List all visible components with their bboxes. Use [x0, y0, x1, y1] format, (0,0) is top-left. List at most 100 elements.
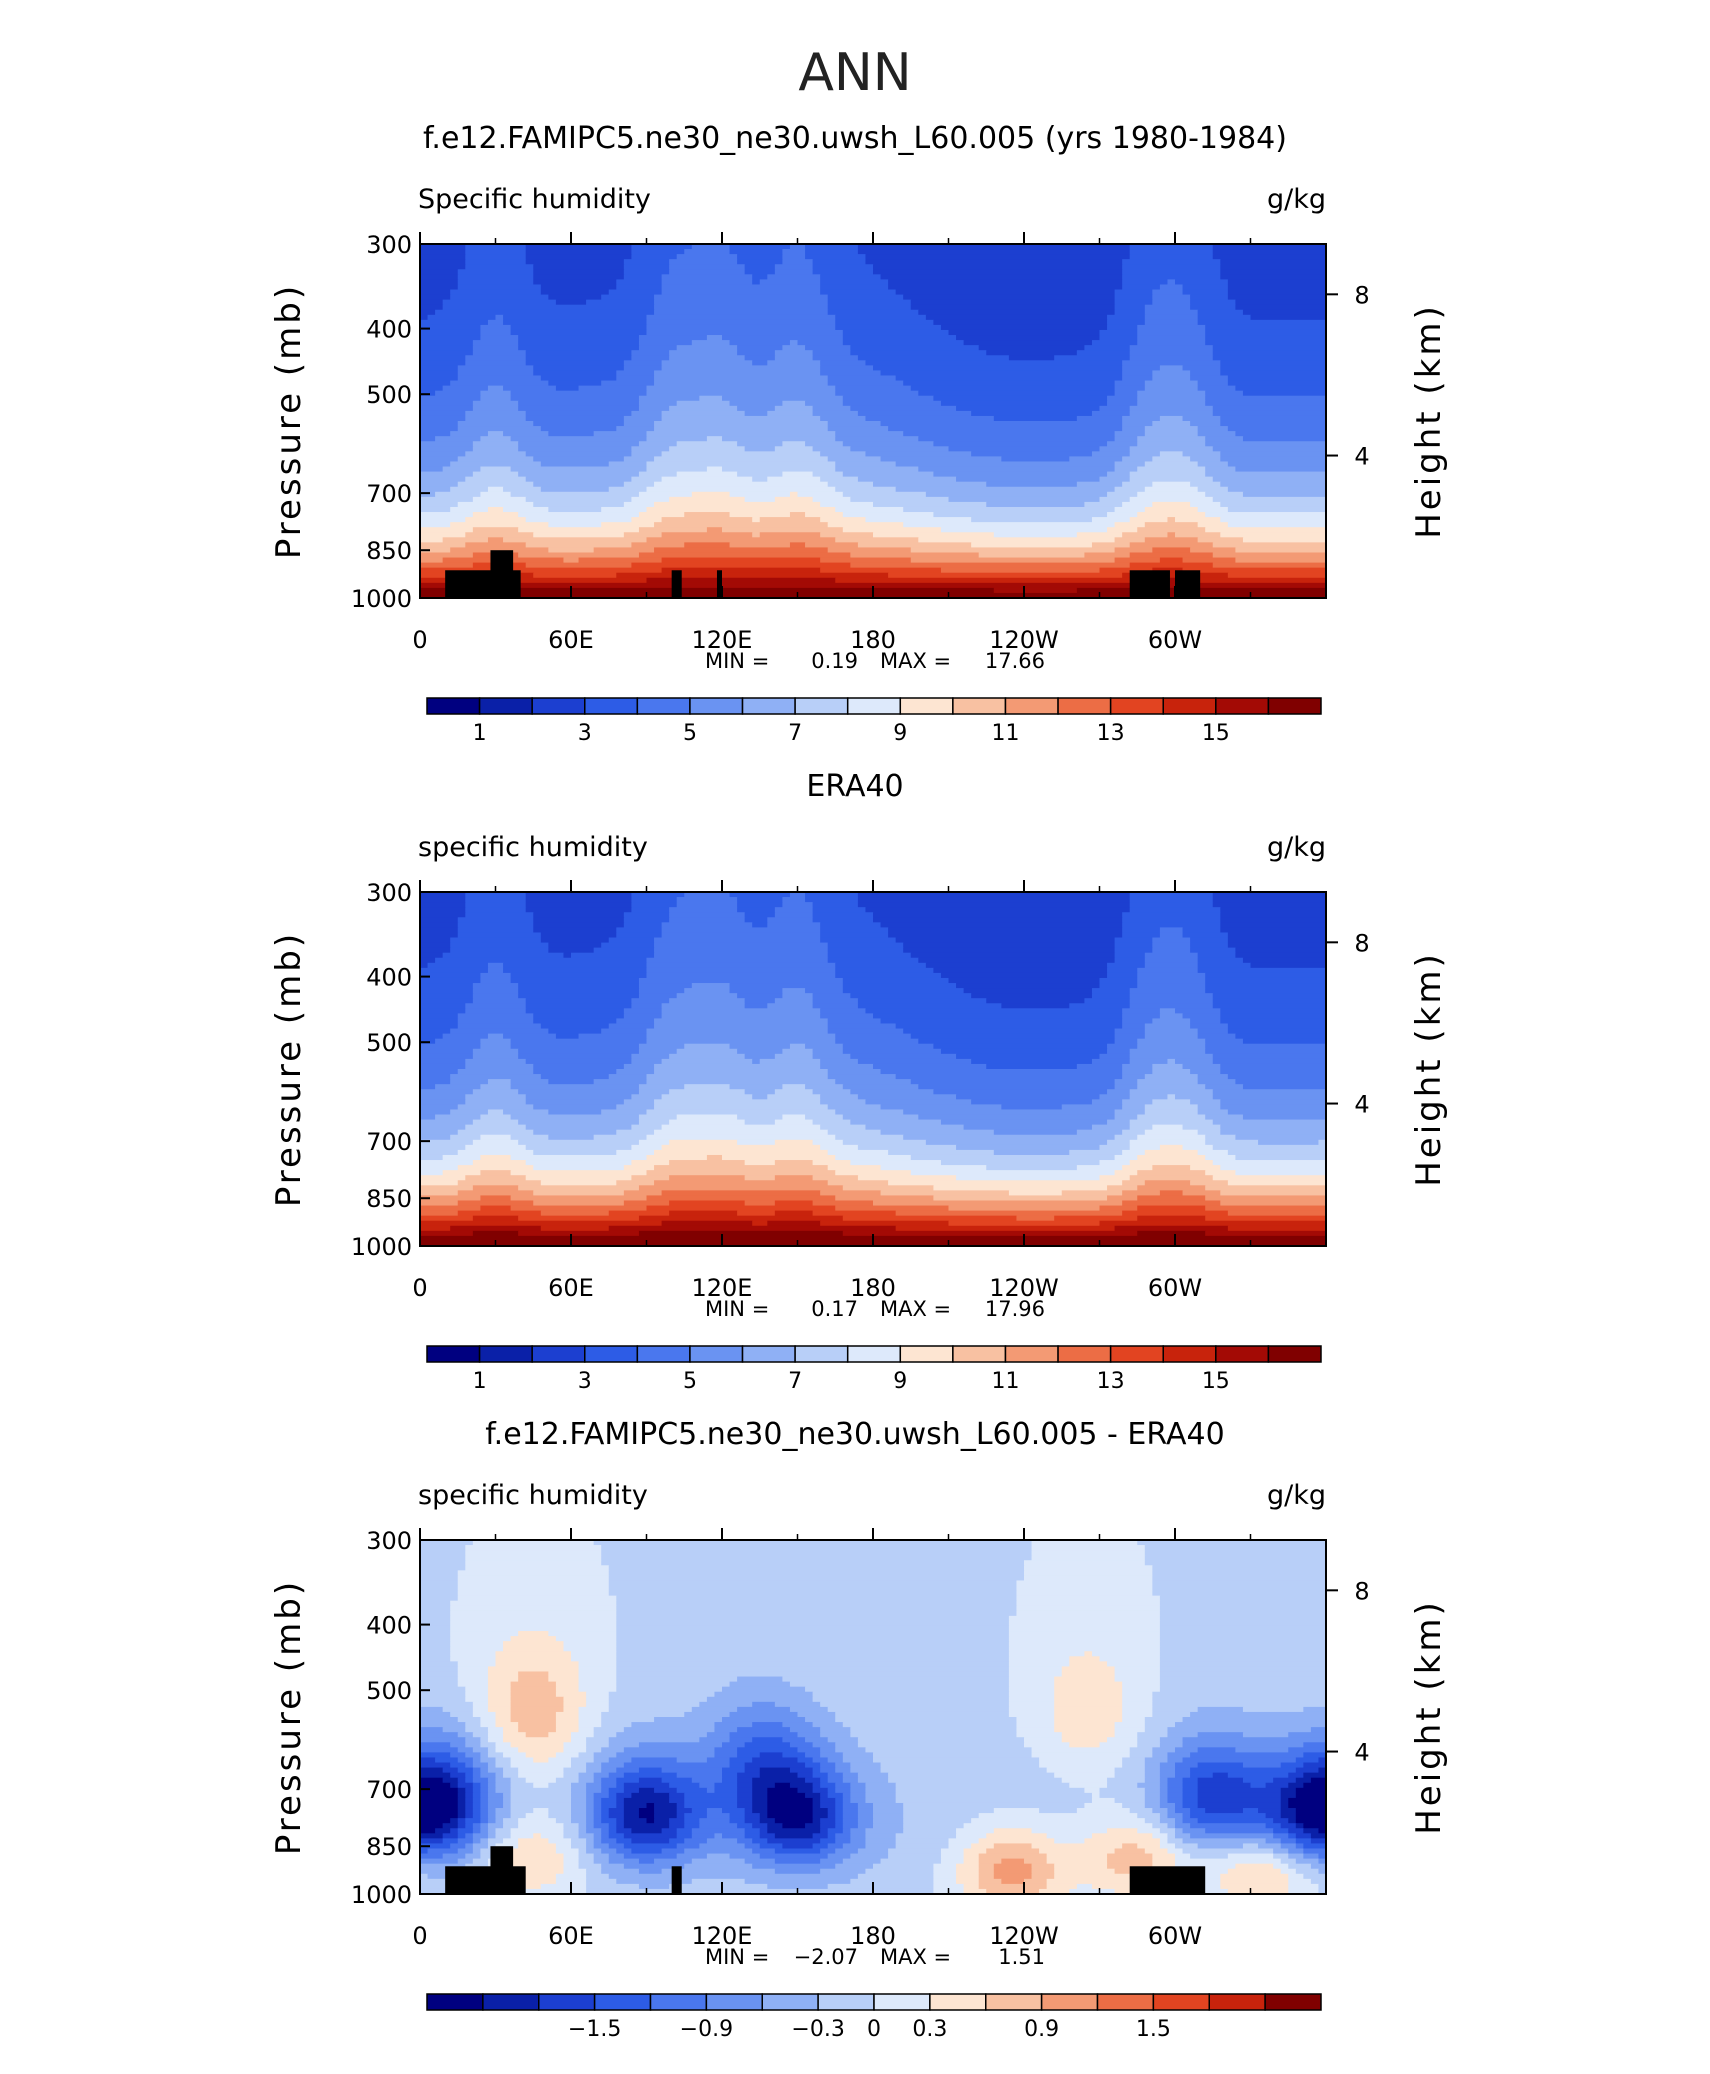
contour-cell [933, 471, 1108, 478]
contour-cell [503, 967, 648, 974]
contour-cell [533, 481, 625, 488]
contour-cell [571, 1651, 617, 1657]
contour-cell [691, 1833, 716, 1839]
contour-cell [767, 410, 814, 417]
contour-cell [1205, 466, 1236, 473]
contour-cell [835, 1833, 851, 1839]
contour-cell [420, 1868, 459, 1875]
contour-cell [835, 436, 919, 442]
contour-cell [533, 1190, 625, 1197]
contour-cell [676, 1772, 723, 1779]
contour-cell [948, 977, 1101, 984]
contour-cell [510, 1878, 557, 1885]
contour-cell [1152, 1069, 1191, 1075]
contour-cell [420, 1661, 459, 1668]
contour-cell [729, 1853, 761, 1860]
contour-cell [827, 1777, 844, 1784]
contour-cell [1099, 1787, 1146, 1794]
contour-cell [933, 441, 1108, 447]
y-axis-title: Pressure (mb) [269, 1579, 309, 1855]
contour-cell [1220, 501, 1327, 508]
y-right-tick-label: 8 [1354, 281, 1369, 309]
contour-cell [1137, 1205, 1206, 1212]
contour-cell [472, 1792, 481, 1799]
contour-cell [744, 1858, 776, 1865]
contour-cell [729, 400, 783, 407]
contour-cell [1182, 1818, 1199, 1824]
contour-cell [873, 481, 987, 488]
contour-cell [616, 1767, 640, 1774]
contour-cell [616, 572, 889, 579]
contour-cell [767, 1808, 814, 1814]
contour-cell [827, 1808, 836, 1814]
contour-cell [1137, 340, 1206, 346]
contour-cell [450, 1762, 466, 1769]
contour-cell [420, 436, 436, 442]
contour-cell [608, 1772, 625, 1779]
contour-cell [450, 461, 542, 468]
contour-cell [420, 441, 474, 447]
contour-cell [1175, 279, 1229, 286]
contour-cell [873, 917, 1123, 923]
contour-cell [729, 512, 791, 518]
contour-cell [601, 1550, 1033, 1556]
contour-cell [1122, 1701, 1153, 1708]
contour-cell [563, 1767, 587, 1774]
contour-cell [1122, 279, 1169, 286]
contour-cell [1076, 1063, 1123, 1070]
contour-cell [820, 1797, 836, 1804]
colorbar-label: 5 [683, 721, 697, 746]
contour-cell [510, 1079, 549, 1085]
contour-cell [623, 360, 663, 366]
contour-cell [457, 1818, 466, 1824]
contour-cell [1197, 1149, 1229, 1156]
contour-cell [1159, 1008, 1176, 1014]
colorbar-swatch [741, 1345, 796, 1363]
x-tick-label: 60E [548, 626, 594, 654]
contour-cell [774, 1089, 814, 1095]
contour-cell [1024, 1878, 1048, 1885]
contour-cell [631, 1722, 716, 1728]
contour-cell [487, 1808, 497, 1814]
contour-cell [835, 461, 897, 468]
contour-cell [503, 431, 549, 437]
contour-cell [563, 1772, 580, 1779]
contour-cell [420, 1160, 474, 1166]
y-right-axis-title: Height (km) [1409, 951, 1449, 1187]
contour-cell [503, 1772, 519, 1779]
contour-cell [737, 1706, 791, 1713]
contour-cell [616, 1180, 655, 1186]
contour-cell [1122, 426, 1146, 432]
contour-cell [420, 249, 466, 255]
contour-cell [1273, 1777, 1297, 1784]
contour-cell [1288, 1853, 1304, 1860]
contour-cell [903, 1813, 980, 1819]
contour-cell [1175, 1094, 1214, 1100]
contour-cell [737, 1727, 791, 1733]
contour-cell [457, 1681, 489, 1688]
contour-cell [1031, 1747, 1131, 1753]
contour-cell [1099, 1220, 1327, 1227]
contour-cell [420, 542, 466, 549]
colorbar-label: 9 [893, 1369, 907, 1394]
x-tick-label: 120W [989, 1922, 1059, 1950]
contour-cell [865, 259, 1123, 265]
contour-cell [714, 1752, 738, 1759]
contour-cell [623, 1013, 663, 1020]
contour-cell [1069, 1742, 1101, 1748]
contour-cell [518, 1772, 565, 1779]
contour-cell [616, 279, 663, 286]
contour-cell [638, 1767, 663, 1774]
contour-cell [503, 1868, 565, 1875]
panel-left-label: specific humidity [418, 1480, 648, 1511]
contour-cell [420, 329, 481, 336]
contour-cell [510, 1787, 572, 1794]
y-tick-label: 850 [366, 1185, 412, 1213]
contour-cell [1190, 1711, 1327, 1718]
contour-cell [827, 942, 904, 949]
contour-cell [820, 927, 889, 934]
contour-cell [623, 1099, 655, 1105]
contour-cell [510, 395, 640, 402]
contour-cell [1295, 1787, 1327, 1794]
contour-cell [510, 1742, 565, 1748]
